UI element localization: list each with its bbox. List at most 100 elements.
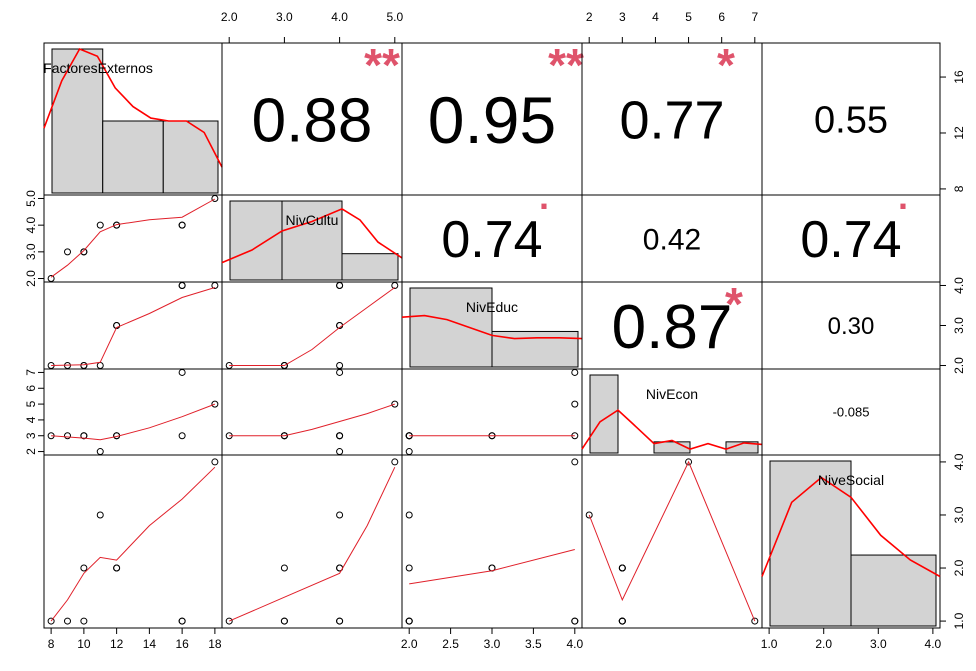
axis-tick-label: 16 [175, 637, 189, 651]
panel-r2-c0 [43, 281, 223, 370]
data-point [391, 281, 399, 289]
axis-tick-label: 3.0 [952, 317, 966, 334]
panel-r2-c2: NivEduc [401, 281, 583, 370]
smoother-line [229, 403, 395, 437]
correlation-value: 0.77 [619, 90, 724, 150]
panel-border [221, 454, 403, 629]
data-point [113, 221, 121, 229]
histogram-bar [653, 441, 691, 454]
significance-stars: . [539, 176, 549, 217]
data-point [618, 564, 626, 572]
histogram-bar [850, 554, 937, 627]
panel-r0-c4: 0.55 [761, 42, 941, 196]
data-point [405, 564, 413, 572]
axis-tick-label: 3 [619, 10, 626, 24]
histogram-bar [725, 441, 759, 454]
panel-r1-c3: 0.42 [581, 194, 763, 283]
axis-tick-label: 3.0 [276, 10, 293, 24]
axis-tick-label: 2.0 [221, 10, 238, 24]
panel-r0-c1: 0.88** [221, 39, 403, 196]
data-point [96, 511, 104, 519]
axis-tick-label: 3.0 [952, 506, 966, 523]
data-point [685, 458, 693, 466]
correlation-value: 0.88 [252, 86, 373, 155]
x-axis-bottom-NivEduc: 2.0 2.5 3.0 3.5 4.0 [401, 628, 583, 651]
panel-r3-c2 [401, 368, 583, 456]
density-line [761, 476, 941, 578]
axis-tick-label: 8 [952, 185, 966, 192]
data-point [751, 617, 759, 625]
significance-stars: ** [548, 39, 584, 91]
data-point [336, 617, 344, 625]
data-point [63, 432, 71, 440]
axis-tick-label: 2.0 [24, 270, 38, 287]
y-axis-left-NivEcon: 2 3 4 5 6 7 [24, 369, 44, 455]
panel-r3-c0 [43, 368, 223, 456]
axis-tick-label: 3 [24, 432, 38, 439]
data-point [211, 400, 219, 408]
data-point [63, 617, 71, 625]
smoother-line [588, 460, 756, 622]
data-point [211, 194, 219, 202]
density-line [401, 314, 583, 340]
axis-tick-label: 12 [952, 126, 966, 140]
axis-tick-label: 6 [24, 385, 38, 392]
axis-tick-label: 2.5 [442, 637, 459, 651]
data-point [336, 281, 344, 289]
axis-tick-label: 6 [718, 10, 725, 24]
data-point [336, 448, 344, 456]
panel-border [581, 454, 763, 629]
axis-tick-label: 5.0 [386, 10, 403, 24]
smoother-line [50, 198, 216, 278]
axis-tick-label: 5 [24, 400, 38, 407]
variable-label: NivEcon [646, 386, 698, 402]
axis-tick-label: 3.0 [870, 637, 887, 651]
panel-border [43, 281, 223, 370]
correlation-value: 0.87 [612, 293, 733, 362]
axis-tick-label: 4.0 [24, 216, 38, 233]
panel-r2-c3: 0.87* [581, 278, 763, 370]
panel-r1-c1: NivCultu [221, 194, 403, 283]
correlation-value: 0.74 [441, 211, 542, 269]
smoother-line [229, 466, 396, 622]
correlation-value: 0.95 [428, 83, 556, 157]
axis-tick-label: 3.0 [484, 637, 501, 651]
histogram-bar [102, 120, 164, 194]
data-point [405, 511, 413, 519]
data-point [113, 564, 121, 572]
axis-tick-label: 7 [24, 369, 38, 376]
data-point [178, 368, 186, 376]
correlation-value: 0.42 [643, 223, 701, 256]
panel-r2-c4: 0.30 [761, 281, 941, 370]
density-line [43, 47, 223, 168]
data-point [96, 221, 104, 229]
data-point [80, 617, 88, 625]
data-point [571, 458, 579, 466]
data-point [63, 248, 71, 256]
axis-tick-label: 2.0 [401, 637, 418, 651]
data-point [280, 564, 288, 572]
panel-r2-c1 [221, 281, 403, 370]
axis-tick-label: 1.0 [952, 612, 966, 629]
axis-tick-label: 4.0 [925, 637, 942, 651]
panel-r4-c2 [401, 454, 583, 629]
data-point [391, 458, 399, 466]
panel-border [43, 454, 223, 629]
data-point [571, 400, 579, 408]
axis-tick-label: 2.0 [952, 357, 966, 374]
axis-tick-label: 4 [652, 10, 659, 24]
panel-r3-c4: -0.085 [761, 368, 941, 456]
data-point [405, 448, 413, 456]
axis-tick-label: 8 [48, 637, 55, 651]
significance-stars: * [717, 39, 735, 91]
density-line [581, 409, 763, 450]
axis-tick-label: 2 [24, 448, 38, 455]
data-point [280, 617, 288, 625]
data-point [178, 432, 186, 440]
significance-stars: * [725, 278, 743, 330]
x-axis-top-NivEcon: 2 3 4 5 6 7 [586, 10, 758, 43]
data-point [80, 248, 88, 256]
x-axis-bottom-FactoresExternos: 8 10 12 14 16 18 [48, 628, 222, 651]
smoother-line [229, 287, 396, 366]
data-point [178, 617, 186, 625]
